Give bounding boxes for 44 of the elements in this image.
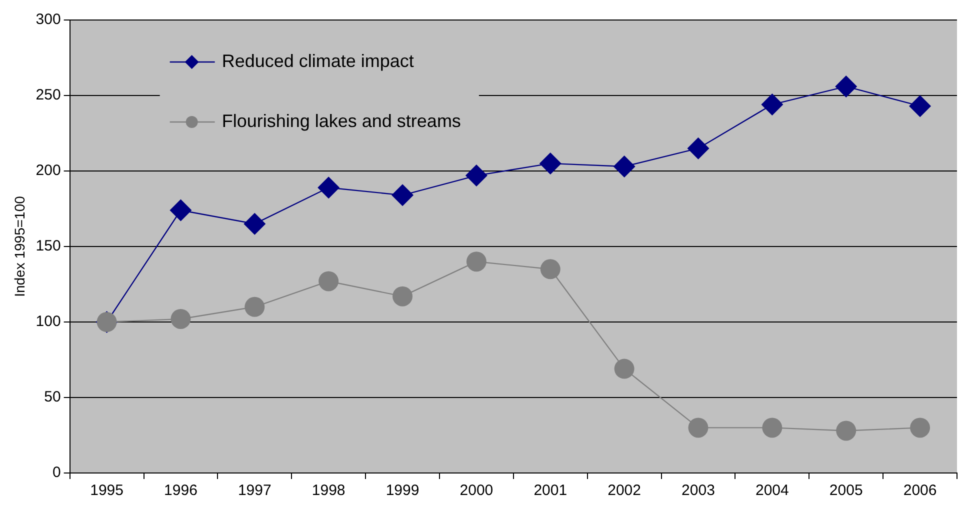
point <box>392 184 414 206</box>
x-tick-label: 1995 <box>90 482 124 500</box>
point <box>910 418 930 438</box>
legend-label: Reduced climate impact <box>222 50 414 71</box>
point <box>170 308 191 329</box>
x-tick-label: 2004 <box>755 482 789 500</box>
point <box>244 296 265 317</box>
x-tick-label: 1997 <box>238 482 272 500</box>
x-tick-label: 2003 <box>682 482 715 500</box>
point <box>244 212 266 235</box>
y-tick-label: 0 <box>52 464 61 482</box>
point <box>465 164 488 187</box>
point <box>614 358 634 379</box>
y-tick-label: 50 <box>44 388 61 406</box>
y-tick-label: 200 <box>36 162 61 180</box>
y-tick-label: 150 <box>36 238 61 255</box>
point <box>762 418 782 438</box>
point <box>688 418 708 438</box>
point <box>909 95 932 118</box>
x-tick-label: 1996 <box>164 482 198 500</box>
x-tick-label: 1999 <box>386 482 420 500</box>
point <box>540 259 560 280</box>
point <box>613 155 636 178</box>
y-tick-label: 250 <box>36 86 61 104</box>
x-tick-label: 2001 <box>534 482 568 500</box>
point <box>687 137 710 160</box>
point <box>318 271 339 292</box>
x-tick-label: 2000 <box>460 482 494 500</box>
legend-label: Flourishing lakes and streams <box>222 110 461 131</box>
point <box>318 176 340 199</box>
x-tick-label: 2002 <box>608 482 641 500</box>
point <box>539 152 562 174</box>
point <box>392 286 413 306</box>
point <box>761 94 784 116</box>
x-tick-label: 2006 <box>903 482 937 500</box>
point <box>466 252 486 272</box>
y-tick-label: 100 <box>36 313 61 330</box>
x-tick-label: 2005 <box>829 482 863 500</box>
y-axis-title: Index 1995=100 <box>11 196 28 297</box>
y-tick-label: 300 <box>36 11 61 28</box>
point <box>836 420 856 441</box>
point <box>835 75 858 98</box>
x-tick-label: 1998 <box>312 482 346 500</box>
point <box>170 199 192 222</box>
